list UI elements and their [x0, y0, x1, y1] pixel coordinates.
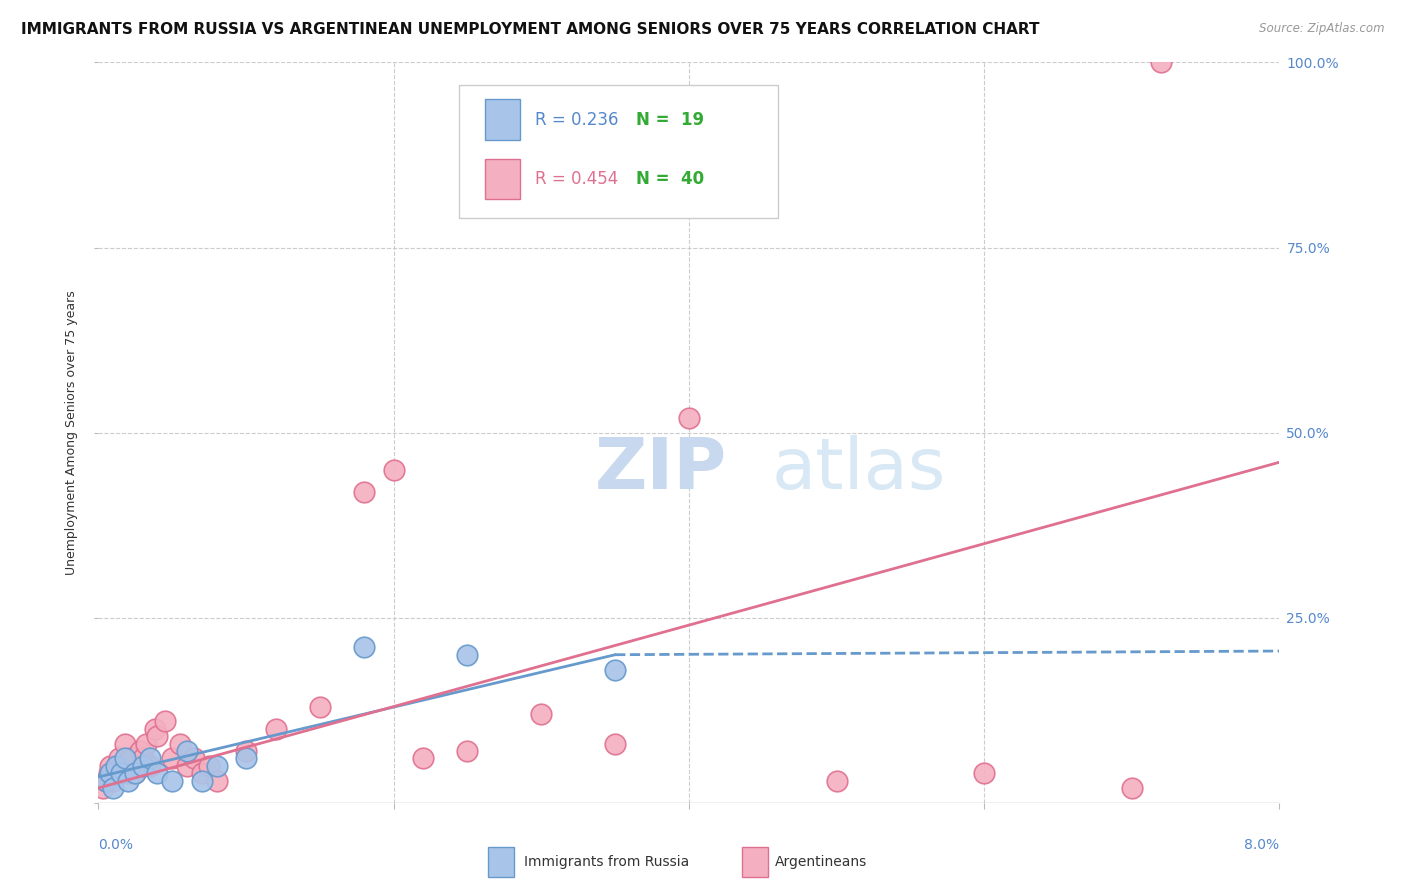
- Text: N =  19: N = 19: [636, 111, 704, 128]
- Point: [973, 766, 995, 780]
- Point: [117, 766, 139, 780]
- Point: [412, 751, 434, 765]
- Point: [139, 751, 162, 765]
- Point: [353, 640, 375, 655]
- FancyBboxPatch shape: [458, 85, 778, 218]
- Bar: [485, 99, 520, 140]
- Point: [605, 663, 627, 677]
- Bar: [742, 847, 768, 877]
- Point: [105, 766, 128, 780]
- Point: [530, 706, 553, 721]
- Point: [191, 773, 214, 788]
- Text: Immigrants from Russia: Immigrants from Russia: [523, 855, 689, 869]
- Point: [128, 744, 150, 758]
- Point: [94, 773, 117, 788]
- Point: [120, 751, 142, 765]
- Y-axis label: Unemployment Among Seniors over 75 years: Unemployment Among Seniors over 75 years: [65, 290, 79, 575]
- Text: atlas: atlas: [772, 435, 946, 504]
- Point: [205, 773, 228, 788]
- Point: [114, 737, 136, 751]
- Point: [198, 758, 221, 772]
- Text: R = 0.454: R = 0.454: [536, 170, 619, 188]
- Point: [124, 766, 146, 780]
- Point: [205, 758, 228, 772]
- Text: 8.0%: 8.0%: [1244, 838, 1279, 852]
- Point: [135, 737, 157, 751]
- Point: [97, 766, 120, 780]
- Text: Source: ZipAtlas.com: Source: ZipAtlas.com: [1260, 22, 1385, 36]
- Point: [176, 758, 198, 772]
- Point: [605, 737, 627, 751]
- Point: [98, 758, 121, 772]
- Point: [309, 699, 332, 714]
- Point: [139, 758, 162, 772]
- Point: [117, 773, 139, 788]
- Point: [1121, 780, 1143, 795]
- Point: [153, 714, 176, 729]
- Point: [110, 766, 132, 780]
- Point: [124, 766, 146, 780]
- Point: [146, 766, 169, 780]
- Point: [143, 722, 166, 736]
- Point: [382, 462, 405, 476]
- Point: [132, 758, 155, 772]
- Point: [114, 751, 136, 765]
- Text: Argentineans: Argentineans: [775, 855, 868, 869]
- Point: [825, 773, 848, 788]
- Point: [169, 737, 191, 751]
- Point: [91, 780, 114, 795]
- Point: [1150, 55, 1173, 70]
- Point: [98, 766, 121, 780]
- Text: 0.0%: 0.0%: [98, 838, 134, 852]
- Point: [191, 766, 214, 780]
- Point: [146, 729, 169, 743]
- Text: N =  40: N = 40: [636, 170, 704, 188]
- Text: IMMIGRANTS FROM RUSSIA VS ARGENTINEAN UNEMPLOYMENT AMONG SENIORS OVER 75 YEARS C: IMMIGRANTS FROM RUSSIA VS ARGENTINEAN UN…: [21, 22, 1039, 37]
- Point: [264, 722, 287, 736]
- Point: [108, 751, 131, 765]
- Point: [103, 773, 125, 788]
- Bar: [488, 847, 515, 877]
- Point: [162, 773, 183, 788]
- Point: [94, 773, 117, 788]
- Point: [457, 744, 479, 758]
- Point: [457, 648, 479, 662]
- Point: [176, 744, 198, 758]
- Point: [235, 751, 257, 765]
- Point: [132, 751, 155, 765]
- Point: [678, 410, 700, 425]
- Point: [353, 484, 375, 499]
- Point: [105, 758, 128, 772]
- Point: [183, 751, 205, 765]
- Point: [162, 751, 183, 765]
- Text: ZIP: ZIP: [595, 435, 727, 504]
- Point: [235, 744, 257, 758]
- Point: [103, 780, 125, 795]
- Bar: [485, 159, 520, 200]
- Point: [110, 758, 132, 772]
- Text: R = 0.236: R = 0.236: [536, 111, 619, 128]
